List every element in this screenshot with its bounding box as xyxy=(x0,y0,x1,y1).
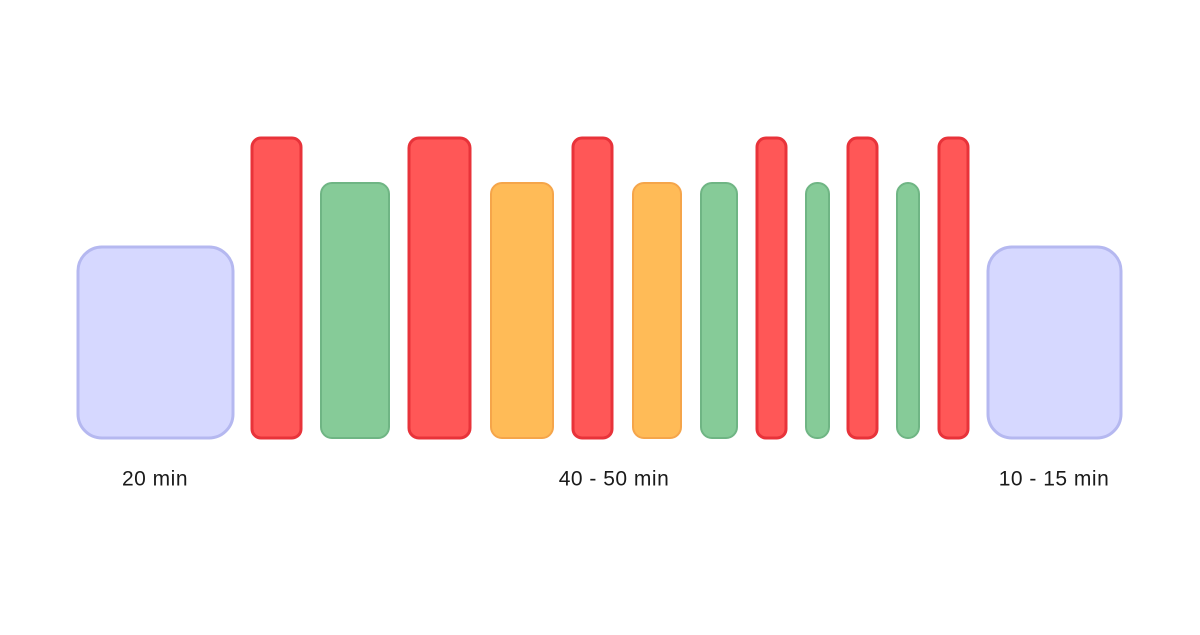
medium-interval xyxy=(632,182,682,439)
easy-interval xyxy=(700,182,738,439)
warm-up-label: 20 min xyxy=(122,468,188,491)
high-interval xyxy=(937,136,970,440)
easy-interval xyxy=(896,182,920,439)
high-interval xyxy=(846,136,879,440)
easy-interval xyxy=(805,182,830,439)
medium-interval xyxy=(490,182,554,439)
cool-down-block xyxy=(986,245,1123,440)
main-label: 40 - 50 min xyxy=(559,468,670,491)
high-interval xyxy=(755,136,788,440)
easy-interval xyxy=(320,182,390,439)
cool-down-label: 10 - 15 min xyxy=(999,468,1110,491)
high-interval xyxy=(407,136,472,440)
high-interval xyxy=(571,136,614,440)
high-interval xyxy=(250,136,303,440)
warm-up-block xyxy=(76,245,235,440)
